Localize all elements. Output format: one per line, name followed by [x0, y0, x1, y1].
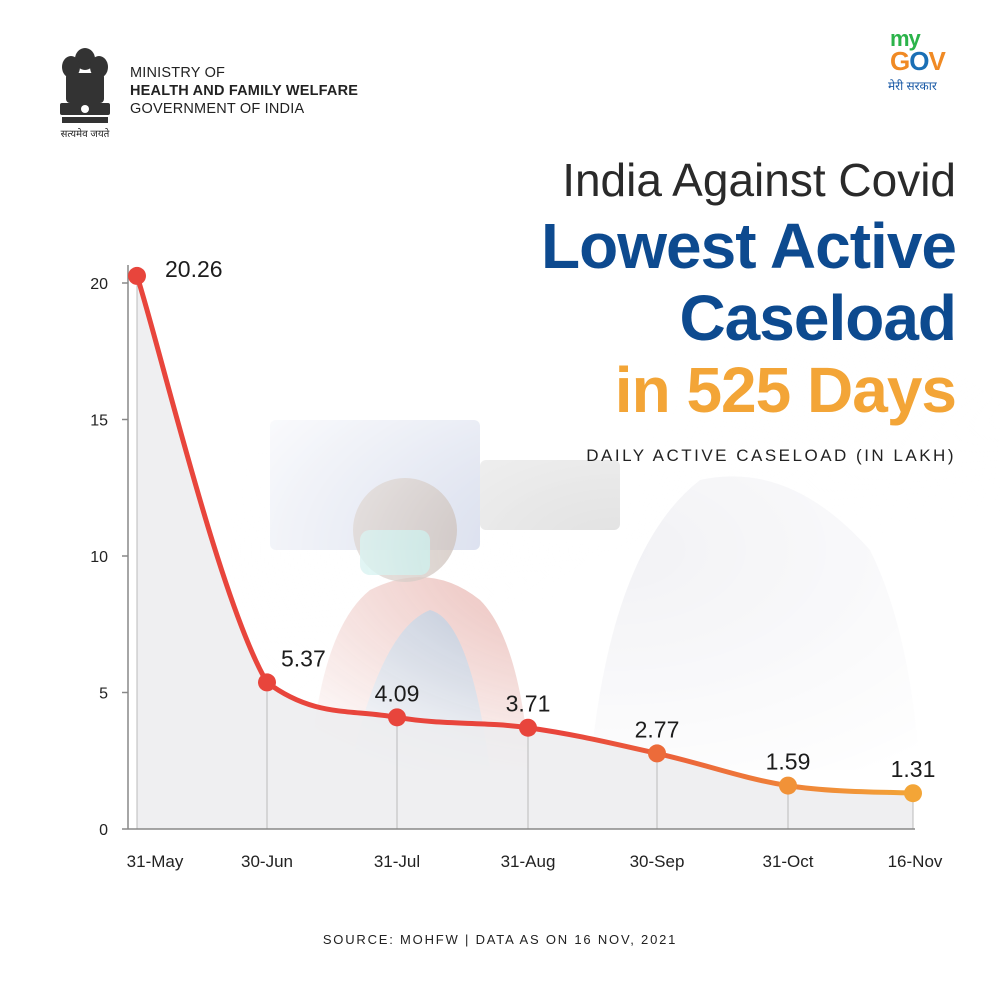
mygov-logo-my: my [890, 26, 921, 51]
y-tick-label: 15 [90, 413, 108, 430]
logo-g: G [890, 46, 910, 76]
chart-title: DAILY ACTIVE CASELOAD (IN LAKH) [586, 446, 956, 465]
data-label-30-Jun: 5.37 [281, 645, 326, 671]
x-tick-label-16-Nov: 16-Nov [888, 852, 943, 871]
x-tick-label-31-Jul: 31-Jul [374, 852, 420, 871]
logo-o: O [909, 46, 929, 76]
data-label-31-Oct: 1.59 [766, 749, 811, 775]
data-label-31-Aug: 3.71 [506, 691, 551, 717]
data-point-16-Nov [904, 784, 922, 803]
x-tick-label-31-May: 31-May [127, 852, 184, 871]
data-label-30-Sep: 2.77 [635, 716, 680, 742]
data-point-31-Aug [519, 718, 537, 737]
logo-v: V [928, 46, 945, 76]
mygov-logo-gov: GOV [890, 46, 946, 77]
x-tick-label-30-Sep: 30-Sep [630, 852, 685, 871]
y-tick-label: 5 [99, 686, 108, 703]
headline-line-1: India Against Covid [562, 154, 956, 206]
y-tick-label: 20 [90, 276, 108, 293]
x-tick-label-31-Oct: 31-Oct [762, 852, 813, 871]
data-point-30-Sep [648, 744, 666, 763]
ministry-line-1: MINISTRY OF [130, 65, 226, 81]
mygov-logo: my GOV मेरी सरकार [884, 26, 974, 96]
area-fill [137, 275, 913, 830]
data-point-30-Jun [258, 673, 276, 692]
ministry-name: MINISTRY OF HEALTH AND FAMILY WELFARE GO… [130, 64, 358, 118]
data-point-31-May [128, 266, 146, 285]
emblem-caption: सत्यमेव जयते [60, 129, 110, 140]
ministry-line-3: GOVERNMENT OF INDIA [130, 101, 305, 117]
data-label-31-Jul: 4.09 [375, 680, 420, 706]
headline: India Against Covid Lowest Active Caselo… [541, 150, 957, 426]
source-note: SOURCE: MOHFW | DATA AS ON 16 NOV, 2021 [322, 932, 678, 947]
y-tick-label: 10 [90, 549, 108, 566]
data-label-31-May: 20.26 [165, 256, 223, 282]
data-point-31-Jul [388, 708, 406, 727]
headline-line-3: Caseload [679, 282, 957, 354]
x-tick-label-30-Jun: 30-Jun [241, 852, 293, 871]
data-label-16-Nov: 1.31 [891, 756, 936, 782]
ministry-line-2: HEALTH AND FAMILY WELFARE [130, 83, 359, 99]
headline-line-4: in 525 Days [614, 354, 957, 426]
national-emblem-icon [52, 45, 118, 140]
x-tick-label-31-Aug: 31-Aug [501, 852, 556, 871]
headline-line-2: Lowest Active [541, 210, 957, 282]
y-tick-label: 0 [99, 822, 108, 839]
background-photo [230, 330, 1000, 770]
data-point-31-Oct [779, 776, 797, 795]
mygov-tagline: मेरी सरकार [888, 79, 937, 93]
